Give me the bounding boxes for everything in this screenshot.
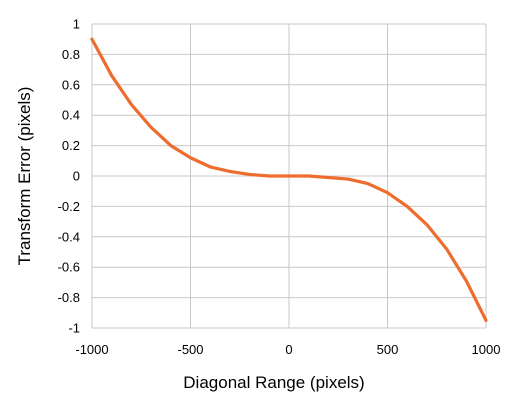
y-tick-label: 0 — [73, 169, 80, 184]
y-tick-label: -1 — [68, 321, 80, 336]
x-axis-tick-labels: -1000 -500 0 500 1000 — [75, 342, 500, 357]
series-layer — [90, 37, 488, 322]
y-tick-label: 0.2 — [62, 138, 80, 153]
x-tick-label: 500 — [377, 342, 399, 357]
y-tick-label: 0.4 — [62, 108, 80, 123]
x-tick-label: -500 — [177, 342, 203, 357]
x-tick-label: 1000 — [472, 342, 501, 357]
y-tick-label: -0.8 — [58, 290, 80, 305]
y-tick-label: 0.6 — [62, 77, 80, 92]
x-tick-label: -1000 — [75, 342, 108, 357]
y-tick-label: -0.4 — [58, 229, 80, 244]
y-axis-tick-labels: 1 0.8 0.6 0.4 0.2 0 -0.2 -0.4 -0.6 -0.8 -1 — [58, 17, 80, 336]
series-line — [90, 37, 488, 322]
x-axis-label: Diagonal Range (pixels) — [183, 373, 364, 392]
y-axis-label: Transform Error (pixels) — [15, 87, 34, 266]
x-tick-label: 0 — [285, 342, 292, 357]
y-tick-label: 1 — [73, 17, 80, 32]
y-tick-label: 0.8 — [62, 47, 80, 62]
y-tick-label: -0.6 — [58, 260, 80, 275]
y-tick-label: -0.2 — [58, 199, 80, 214]
